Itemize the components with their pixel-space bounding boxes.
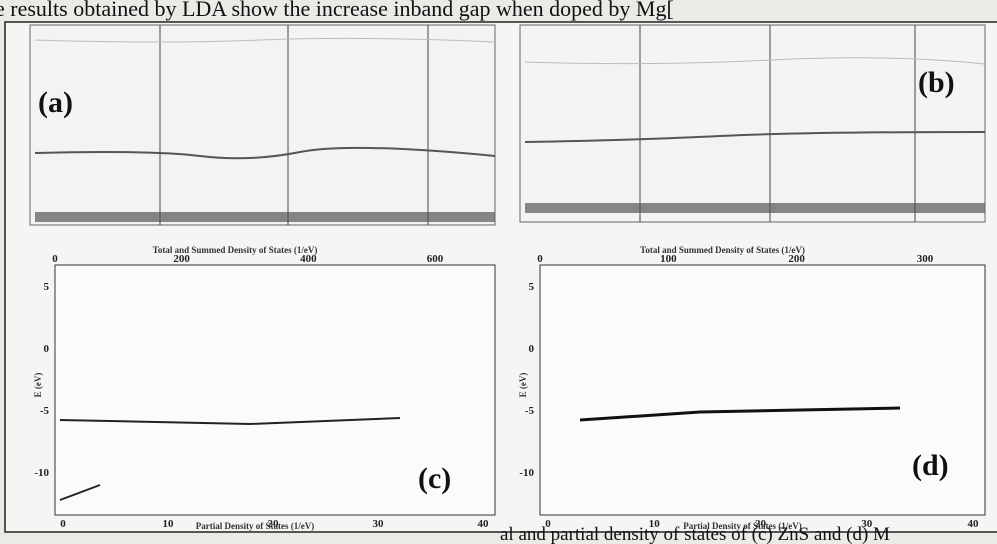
- body-text: e results obtained by LDA show the incre…: [0, 0, 674, 21]
- plot-box: [29, 24, 496, 226]
- tick-label: 0: [537, 253, 543, 265]
- tick-label: -5: [40, 405, 50, 417]
- plot-box: [519, 24, 986, 223]
- band-bundle: [35, 212, 495, 222]
- tick-label: 0: [44, 343, 50, 355]
- axis-title: E (eV): [33, 373, 43, 398]
- tick-label: 0: [60, 518, 66, 530]
- tick-label: 200: [173, 253, 190, 265]
- tick-label: 10: [163, 518, 175, 530]
- plot-box: [54, 264, 496, 516]
- plot-box: [539, 264, 986, 516]
- tick-label: 0: [529, 343, 535, 355]
- tick-label: 5: [44, 281, 50, 293]
- tick-label: 20: [268, 518, 280, 530]
- axis-title: Partial Density of States (1/eV): [683, 521, 801, 531]
- tick-label: 200: [788, 253, 805, 265]
- tick-label: 300: [917, 253, 934, 265]
- tick-label: 400: [300, 253, 317, 265]
- tick-label: 0: [545, 518, 551, 530]
- panel-label: (d): [912, 449, 949, 482]
- tick-label: 20: [755, 518, 767, 530]
- tick-label: 100: [660, 253, 677, 265]
- figure-caption: al and partial density of states of (c) …: [500, 524, 890, 544]
- tick-label: 5: [529, 281, 535, 293]
- tick-label: 40: [478, 518, 490, 530]
- tick-label: 30: [373, 518, 385, 530]
- axis-title: Total and Summed Density of States (1/eV…: [153, 245, 318, 255]
- axis-title: E (eV): [518, 373, 528, 398]
- panel-label: (a): [38, 86, 73, 119]
- band: [34, 37, 496, 43]
- band-structure-a: (a): [29, 24, 496, 226]
- tick-label: -5: [525, 405, 535, 417]
- axis-title: Total and Summed Density of States (1/eV…: [640, 245, 805, 255]
- dos-c: (c): [54, 264, 496, 516]
- band: [524, 57, 986, 65]
- tick-label: -10: [519, 467, 534, 479]
- tick-label: -10: [34, 467, 49, 479]
- panel-label: (c): [418, 462, 451, 495]
- tick-label: 40: [968, 518, 980, 530]
- tick-label: 600: [427, 253, 444, 265]
- band-bundle: [525, 203, 985, 213]
- tick-label: 10: [649, 518, 661, 530]
- dos-curve: [59, 417, 401, 426]
- dos-d: (d): [539, 264, 986, 516]
- dos-curve: [579, 406, 901, 422]
- band-structure-b: (b): [519, 24, 986, 223]
- panel-label: (b): [918, 66, 955, 99]
- band: [34, 146, 496, 160]
- tick-label: 30: [861, 518, 873, 530]
- tick-label: 0: [52, 253, 58, 265]
- axis-title: Partial Density of States (1/eV): [196, 521, 314, 531]
- dos-curve: [59, 484, 101, 501]
- band: [524, 131, 986, 143]
